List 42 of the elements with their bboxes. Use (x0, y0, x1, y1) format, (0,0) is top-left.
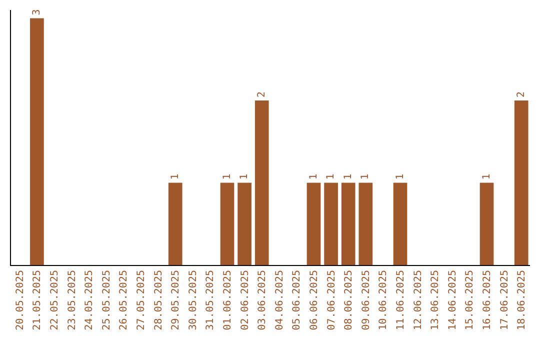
x-tick-label: 14.06.2025 (447, 270, 458, 330)
x-tick-label: 27.05.2025 (136, 270, 147, 330)
x-tick-label: 12.06.2025 (412, 270, 424, 330)
x-tick-label: 30.05.2025 (188, 270, 199, 330)
data-label: 2 (256, 91, 268, 98)
x-tick-label: 16.06.2025 (482, 270, 493, 330)
data-label: 2 (516, 91, 527, 98)
x-tick-label: 28.05.2025 (153, 270, 164, 330)
x-tick-label: 31.05.2025 (205, 270, 216, 330)
x-tick-label: 06.06.2025 (309, 270, 320, 330)
x-tick-label: 03.06.2025 (257, 270, 268, 330)
data-label: 1 (239, 174, 250, 180)
x-tick-label: 07.06.2025 (326, 270, 338, 330)
data-label: 1 (360, 174, 372, 180)
x-tick-label: 15.06.2025 (464, 270, 476, 330)
x-tick-label: 26.05.2025 (118, 270, 130, 330)
data-label: 1 (326, 174, 337, 180)
x-tick-label: 01.06.2025 (222, 270, 234, 330)
x-tick-label: 04.06.2025 (274, 270, 286, 330)
data-label: 1 (342, 174, 354, 180)
x-tick-label: 24.05.2025 (84, 270, 96, 330)
x-tick-label: 18.06.2025 (516, 270, 528, 330)
x-tick-label: 22.05.2025 (50, 270, 60, 330)
data-label: 3 (31, 9, 42, 16)
x-tick-label: 02.06.2025 (240, 270, 251, 330)
x-tick-label: 17.06.2025 (499, 270, 510, 330)
x-tick-label: 09.06.2025 (360, 270, 372, 330)
data-label: 1 (481, 174, 492, 180)
x-tick-label: 13.06.2025 (430, 270, 442, 330)
x-tick-label: 29.05.2025 (170, 270, 182, 330)
x-tick-label: 23.05.2025 (66, 270, 78, 330)
x-tick-label: 20.05.2025 (14, 270, 26, 330)
data-label: 1 (394, 174, 406, 180)
data-label: 1 (222, 174, 233, 180)
x-tick-label: 10.06.2025 (378, 270, 390, 330)
data-label: 1 (170, 174, 181, 180)
x-tick-label: 08.06.2025 (344, 270, 355, 330)
x-tick-label: 11.06.2025 (396, 270, 406, 330)
x-tick-label: 25.05.2025 (101, 270, 112, 330)
x-tick-label: 05.06.2025 (292, 270, 303, 330)
data-label: 1 (308, 174, 320, 180)
x-tick-label: 21.05.2025 (32, 270, 44, 330)
